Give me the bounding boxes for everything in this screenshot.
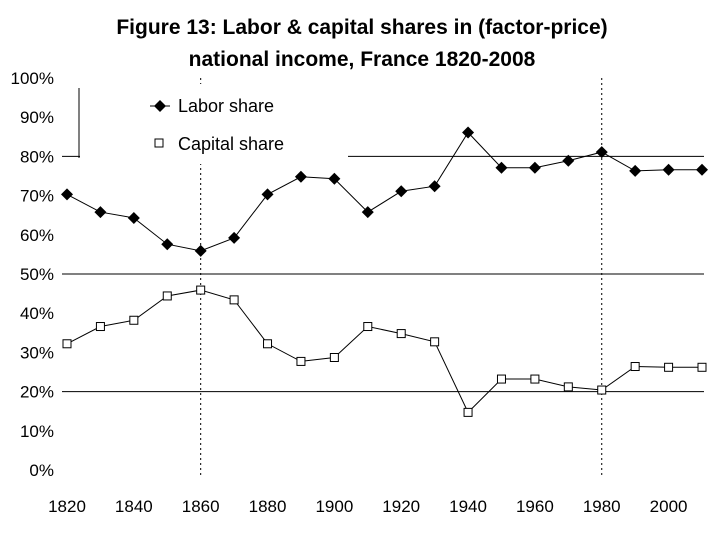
series-line-capital	[66, 289, 702, 414]
y-axis-tick-labels: 0% 10% 20% 30% 40% 50% 60% 70% 80% 90% 100%	[11, 69, 54, 480]
legend-label-labor: Labor share	[178, 96, 274, 116]
legend: Labor share Capital share	[78, 84, 348, 164]
data-point-capital	[496, 374, 506, 384]
data-point-labor	[528, 161, 541, 174]
data-point-labor	[428, 180, 441, 193]
data-point-capital	[263, 339, 273, 349]
data-point-capital	[396, 329, 406, 339]
data-point-capital	[430, 337, 440, 347]
data-point-capital	[196, 285, 206, 295]
chart-subtitle: national income, France 1820-2008	[189, 48, 536, 71]
data-point-labor	[495, 161, 508, 174]
x-tick-label: 2000	[650, 497, 688, 516]
gridlines	[62, 155, 704, 393]
series-line-labor	[66, 131, 702, 252]
y-tick-label: 80%	[20, 147, 54, 166]
y-tick-label: 0%	[29, 461, 54, 480]
y-tick-label: 20%	[20, 383, 54, 402]
data-point-labor	[61, 188, 73, 201]
data-point-capital	[95, 322, 105, 332]
data-point-capital	[62, 339, 72, 349]
data-point-capital	[229, 295, 239, 305]
data-point-capital	[697, 362, 707, 372]
series-layer	[61, 126, 708, 417]
data-point-labor	[228, 231, 241, 244]
y-tick-label: 40%	[20, 304, 54, 323]
legend-background	[80, 84, 348, 164]
y-tick-label: 90%	[20, 108, 54, 127]
legend-marker-capital	[154, 138, 164, 148]
data-point-labor	[261, 188, 274, 201]
data-point-labor	[629, 164, 642, 177]
x-tick-label: 1960	[516, 497, 554, 516]
data-point-capital	[530, 374, 540, 384]
data-point-capital	[463, 407, 473, 417]
y-tick-label: 10%	[20, 422, 54, 441]
legend-label-capital: Capital share	[178, 134, 284, 154]
x-tick-label: 1860	[182, 497, 220, 516]
x-axis-tick-labels: 1820 1840 1860 1880 1900 1920 1940 1960 1980 2000	[48, 497, 687, 516]
chart-title: Figure 13: Labor & capital shares in (fa…	[116, 16, 607, 39]
x-tick-label: 1920	[382, 497, 420, 516]
data-point-capital	[129, 315, 139, 325]
y-tick-label: 50%	[20, 265, 54, 284]
data-point-labor	[462, 126, 475, 139]
data-point-capital	[630, 362, 640, 372]
data-point-labor	[562, 154, 575, 167]
data-point-labor	[662, 163, 675, 176]
x-tick-label: 1980	[583, 497, 621, 516]
data-point-labor	[361, 206, 374, 219]
x-tick-label: 1880	[249, 497, 287, 516]
data-point-labor	[328, 172, 341, 185]
x-tick-label: 1840	[115, 497, 153, 516]
y-tick-label: 30%	[20, 343, 54, 362]
data-point-labor	[94, 206, 107, 219]
data-point-capital	[363, 322, 373, 332]
data-point-capital	[329, 352, 339, 362]
data-point-capital	[296, 356, 306, 366]
y-tick-label: 60%	[20, 226, 54, 245]
data-point-labor	[395, 185, 408, 198]
data-point-capital	[597, 385, 607, 395]
x-tick-label: 1900	[315, 497, 353, 516]
data-point-labor	[194, 244, 207, 257]
data-point-labor	[127, 211, 140, 224]
data-point-capital	[563, 382, 573, 392]
x-tick-label: 1940	[449, 497, 487, 516]
data-point-labor	[595, 146, 608, 159]
y-tick-label: 100%	[11, 69, 54, 88]
data-point-labor	[696, 163, 708, 176]
y-tick-label: 70%	[20, 187, 54, 206]
legend-marker-labor	[154, 100, 166, 112]
x-tick-label: 1820	[48, 497, 86, 516]
data-point-labor	[294, 170, 307, 183]
data-point-capital	[162, 291, 172, 301]
data-point-capital	[664, 362, 674, 372]
data-point-labor	[161, 238, 174, 251]
